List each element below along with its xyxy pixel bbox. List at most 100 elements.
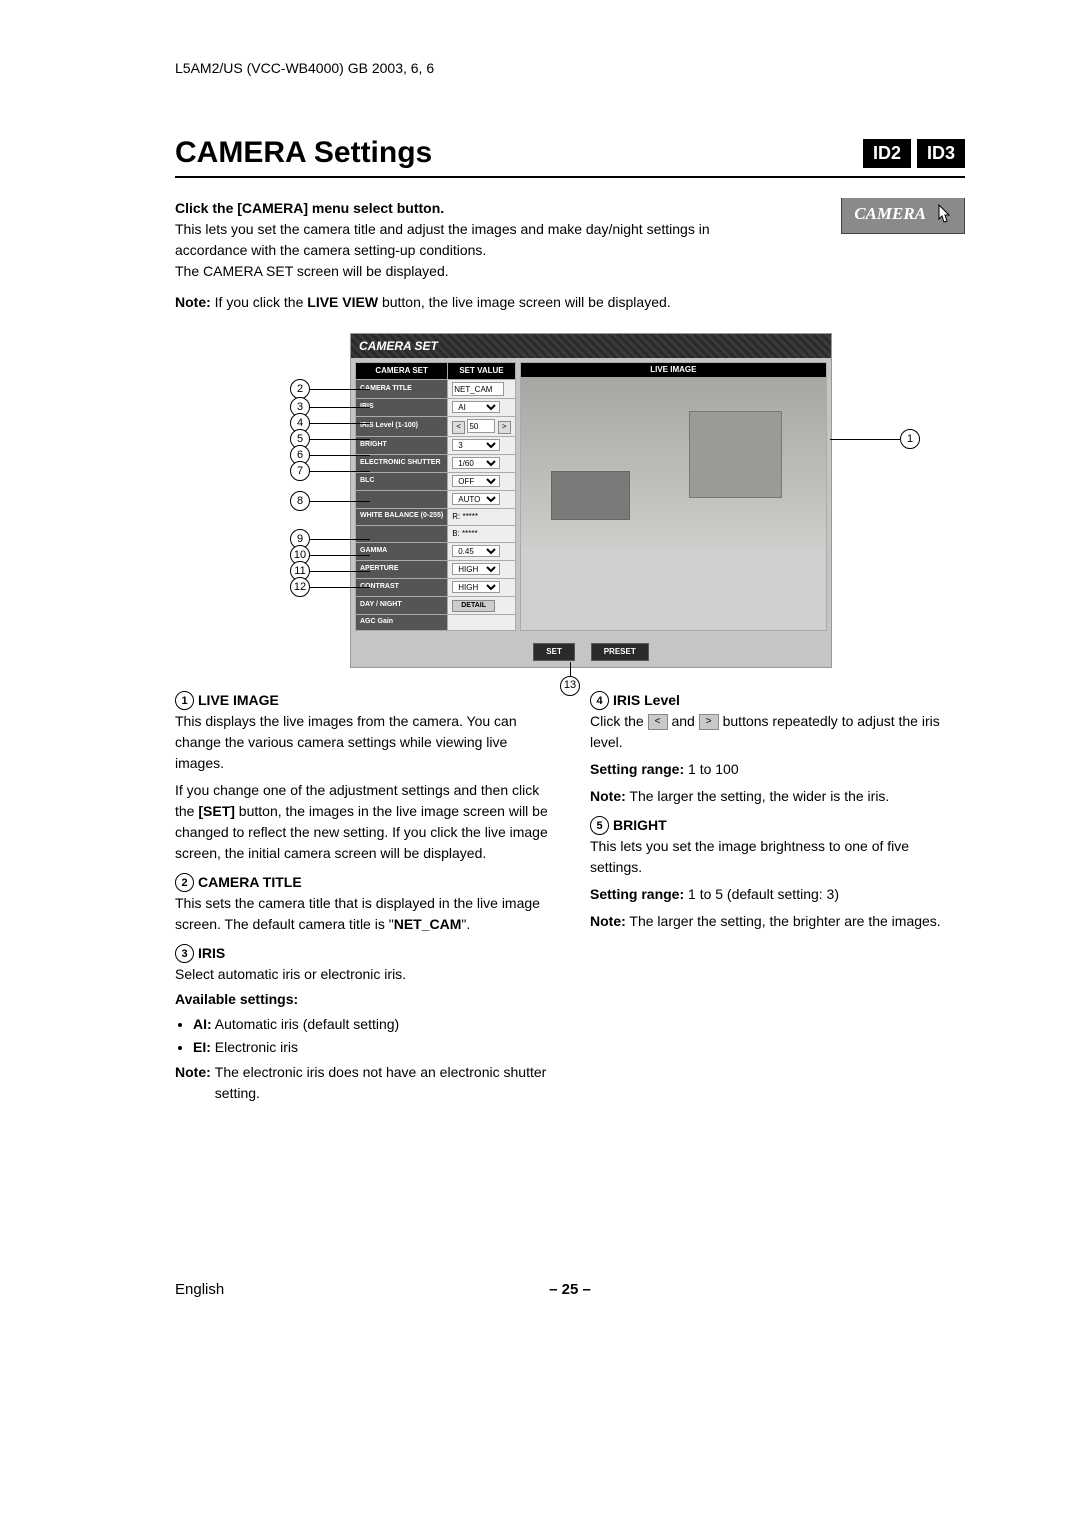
id-badges: ID2 ID3 (863, 139, 965, 168)
table-row-value: AUTO (448, 490, 515, 508)
intro-desc1: This lets you set the camera title and a… (175, 219, 715, 261)
screenshot-wrap: CAMERA SET CAMERA SETSET VALUE CAMERA TI… (290, 333, 850, 668)
callout: 2 (290, 379, 370, 399)
table-row-value: HIGH (448, 578, 515, 596)
table-row-value: 3 (448, 436, 515, 454)
detail-button[interactable]: DETAIL (452, 600, 495, 613)
table-row-value: 1/60 (448, 454, 515, 472)
id-badge: ID3 (917, 139, 965, 168)
inc-btn[interactable]: > (498, 421, 511, 434)
section-text: Select automatic iris or electronic iris… (175, 964, 550, 985)
page-title: CAMERA Settings (175, 136, 432, 170)
page-footer: English – 25 – (175, 1281, 965, 1298)
col-hdr: CAMERA SET (356, 363, 448, 380)
manual-page: L5AM2/US (VCC-WB4000) GB 2003, 6, 6 CAME… (0, 0, 1080, 1528)
section-text: If you change one of the adjustment sett… (175, 780, 550, 864)
section-num: 5 (590, 816, 609, 835)
callout: 12 (290, 577, 370, 597)
setting-range: Setting range: 1 to 100 (590, 759, 965, 780)
callout-number: 1 (900, 429, 920, 449)
cursor-icon (936, 204, 952, 224)
table-row-value: B: ***** (448, 525, 515, 542)
intro-note: Note: If you click the LIVE VIEW button,… (175, 292, 965, 313)
available-label: Available settings: (175, 989, 550, 1010)
set-button[interactable]: SET (533, 643, 575, 661)
table-row-value: HIGH (448, 560, 515, 578)
camera-button-label: CAMERA (854, 201, 926, 227)
col-hdr: SET VALUE (448, 363, 515, 380)
table-row-value: 0.45 (448, 542, 515, 560)
note-label: Note: (175, 294, 211, 310)
live-panel: LIVE IMAGE (520, 362, 827, 631)
table-row-value: R: ***** (448, 508, 515, 525)
table-row-label: DAY / NIGHT (356, 596, 448, 615)
doc-code: L5AM2/US (VCC-WB4000) GB 2003, 6, 6 (175, 60, 965, 76)
intro-desc2: The CAMERA SET screen will be displayed. (175, 261, 965, 282)
value-select[interactable]: HIGH (452, 563, 500, 575)
value-input[interactable] (467, 419, 495, 433)
section-num: 1 (175, 691, 194, 710)
id-badge: ID2 (863, 139, 911, 168)
section-title: IRIS Level (613, 692, 680, 708)
section-text: This displays the live images from the c… (175, 711, 550, 774)
note-tail: button, the live image screen will be di… (378, 294, 671, 310)
live-image-placeholder (521, 377, 826, 547)
callout: 1 (830, 429, 920, 449)
footer-page: – 25 – (549, 1281, 591, 1298)
value-select[interactable]: OFF (452, 475, 500, 487)
note-text: Note: The larger the setting, the bright… (590, 911, 965, 932)
section-text: This sets the camera title that is displ… (175, 893, 550, 935)
callout: 13 (560, 662, 580, 696)
table-row-value: < > (448, 417, 515, 437)
dec-btn[interactable]: < (452, 421, 465, 434)
right-column: 4IRIS Level Click the < and > buttons re… (590, 682, 965, 1104)
value-select[interactable]: 3 (452, 439, 500, 451)
note-text: Note: The electronic iris does not have … (175, 1062, 550, 1104)
footer-lang: English (175, 1281, 224, 1298)
section-title: CAMERA TITLE (198, 874, 302, 890)
value-select[interactable]: AI (452, 401, 500, 413)
live-header: LIVE IMAGE (521, 363, 826, 377)
section-title: IRIS (198, 945, 225, 961)
value-select[interactable]: 1/60 (452, 457, 500, 469)
camera-set-screenshot: CAMERA SET CAMERA SETSET VALUE CAMERA TI… (350, 333, 832, 668)
value-select[interactable]: 0.45 (452, 545, 500, 557)
callout: 8 (290, 491, 370, 511)
table-row-value: OFF (448, 472, 515, 490)
right-arrow-icon[interactable]: > (699, 714, 719, 730)
setting-range: Setting range: 1 to 5 (default setting: … (590, 884, 965, 905)
table-row-value (448, 615, 515, 631)
description-columns: 1LIVE IMAGE This displays the live image… (175, 682, 965, 1104)
table-row-label: AGC Gain (356, 615, 448, 631)
section-title: BRIGHT (613, 817, 667, 833)
value-select[interactable]: HIGH (452, 581, 500, 593)
callout-number: 8 (290, 491, 310, 511)
value-select[interactable]: AUTO (452, 493, 500, 505)
left-arrow-icon[interactable]: < (648, 714, 668, 730)
table-row-value: AI (448, 399, 515, 417)
table-row-value (448, 380, 515, 399)
preset-button[interactable]: PRESET (591, 643, 649, 661)
callout: 7 (290, 461, 370, 481)
section-num: 3 (175, 944, 194, 963)
section-num: 2 (175, 873, 194, 892)
callout-number: 7 (290, 461, 310, 481)
value-input[interactable] (452, 382, 504, 396)
screenshot-titlebar: CAMERA SET (351, 334, 831, 358)
camera-button[interactable]: CAMERA (841, 198, 965, 234)
table-row-value: DETAIL (448, 596, 515, 615)
callout-number: 13 (560, 676, 580, 696)
callout-number: 12 (290, 577, 310, 597)
section-title: LIVE IMAGE (198, 692, 279, 708)
note-text: Note: The larger the setting, the wider … (590, 786, 965, 807)
section-text: This lets you set the image brightness t… (590, 836, 965, 878)
note-text: If you click the (215, 294, 308, 310)
left-column: 1LIVE IMAGE This displays the live image… (175, 682, 550, 1104)
bullet-list: AI: Automatic iris (default setting) EI:… (193, 1014, 550, 1058)
section-text: Click the < and > buttons repeatedly to … (590, 711, 965, 753)
callout-number: 2 (290, 379, 310, 399)
title-row: CAMERA Settings ID2 ID3 (175, 136, 965, 178)
section-num: 4 (590, 691, 609, 710)
list-item: EI: Electronic iris (193, 1037, 550, 1058)
settings-table: CAMERA SETSET VALUE CAMERA TITLEIRISAIIR… (355, 362, 516, 631)
